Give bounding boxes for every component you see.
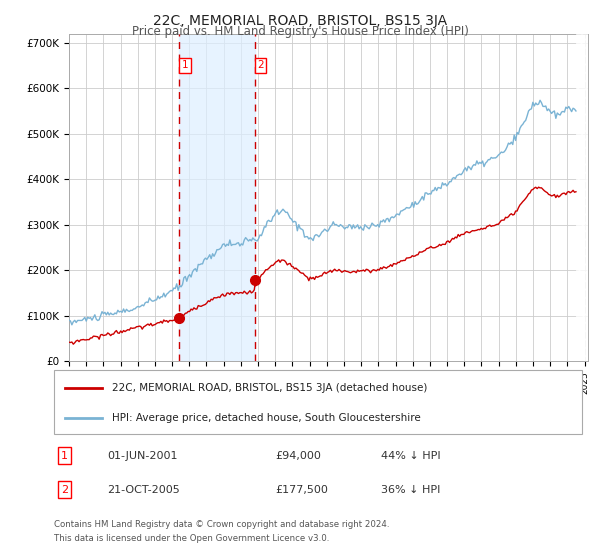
Bar xyxy=(179,34,254,361)
Text: Contains HM Land Registry data © Crown copyright and database right 2024.: Contains HM Land Registry data © Crown c… xyxy=(54,520,389,529)
Text: This data is licensed under the Open Government Licence v3.0.: This data is licensed under the Open Gov… xyxy=(54,534,329,543)
Text: 44% ↓ HPI: 44% ↓ HPI xyxy=(382,451,441,461)
Text: 22C, MEMORIAL ROAD, BRISTOL, BS15 3JA (detached house): 22C, MEMORIAL ROAD, BRISTOL, BS15 3JA (d… xyxy=(112,382,427,393)
Text: HPI: Average price, detached house, South Gloucestershire: HPI: Average price, detached house, Sout… xyxy=(112,413,421,423)
Text: Price paid vs. HM Land Registry's House Price Index (HPI): Price paid vs. HM Land Registry's House … xyxy=(131,25,469,38)
Text: 1: 1 xyxy=(61,451,68,461)
Text: £177,500: £177,500 xyxy=(276,485,329,495)
Text: 21-OCT-2005: 21-OCT-2005 xyxy=(107,485,179,495)
Text: 1: 1 xyxy=(182,60,188,71)
FancyBboxPatch shape xyxy=(54,370,582,434)
Text: 01-JUN-2001: 01-JUN-2001 xyxy=(107,451,178,461)
Text: 36% ↓ HPI: 36% ↓ HPI xyxy=(382,485,441,495)
Bar xyxy=(576,34,593,361)
Text: £94,000: £94,000 xyxy=(276,451,322,461)
Text: 2: 2 xyxy=(61,485,68,495)
Text: 2: 2 xyxy=(257,60,264,71)
Text: 22C, MEMORIAL ROAD, BRISTOL, BS15 3JA: 22C, MEMORIAL ROAD, BRISTOL, BS15 3JA xyxy=(153,14,447,28)
